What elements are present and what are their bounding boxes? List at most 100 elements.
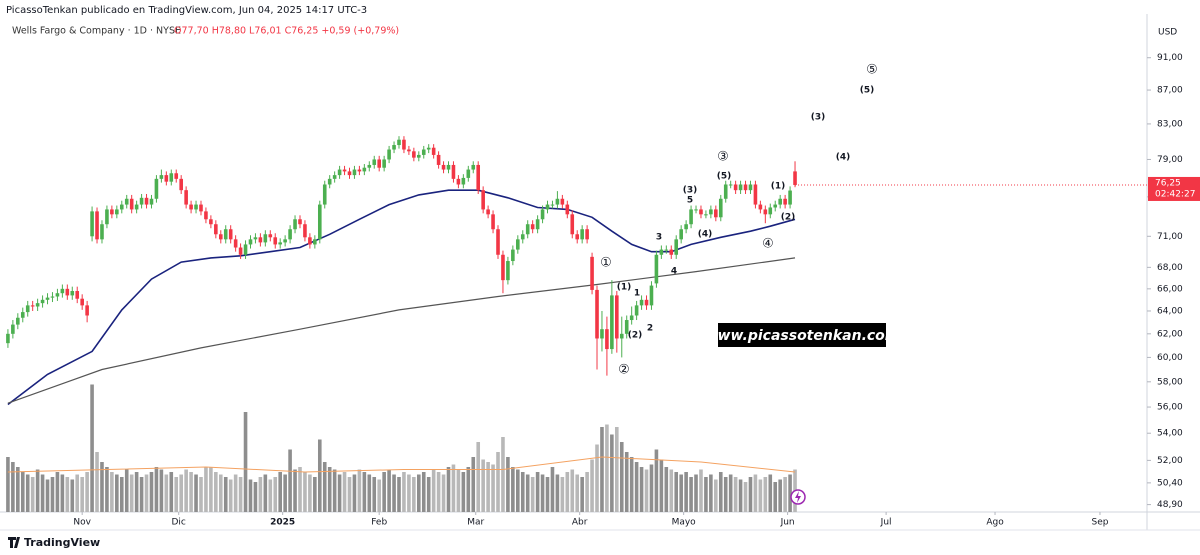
volume-bar (119, 477, 124, 512)
volume-bar (397, 477, 401, 512)
candle-body (80, 298, 84, 306)
candle-body (753, 184, 758, 205)
volume-bar (605, 424, 609, 512)
candle-body (421, 149, 426, 155)
y-tick-label: 60,00 (1157, 353, 1183, 363)
candle-body (644, 299, 649, 306)
volume-bar (25, 474, 30, 512)
volume-bar (40, 474, 45, 512)
candle-body (204, 211, 208, 220)
volume-bar (85, 472, 89, 512)
candle-body (426, 147, 431, 150)
candle-body (313, 239, 317, 245)
volume-bar (55, 472, 60, 512)
volume-bar (624, 452, 629, 512)
volume-bar (402, 472, 406, 512)
wave-label: (2) (781, 213, 796, 223)
candle-body (134, 204, 139, 210)
wave-label: (3) (683, 186, 698, 196)
volume-bar (540, 474, 545, 512)
y-tick-label: 64,00 (1157, 306, 1183, 316)
volume-bar (6, 457, 10, 512)
volume-bar (481, 459, 485, 512)
candle-body (402, 139, 406, 150)
y-tick-label: 62,00 (1157, 329, 1183, 339)
candle-body (748, 184, 753, 191)
volume-bar (585, 472, 589, 512)
volume-bar (233, 474, 238, 512)
candle-body (783, 198, 787, 205)
volume-bar (90, 384, 94, 512)
candle-body (466, 169, 471, 178)
candle-body (580, 229, 584, 240)
volume-bar (16, 467, 20, 512)
candle-body (436, 154, 441, 165)
ohlc: O77,70 H78,80 L76,01 C76,25 +0,59 (+0,79… (174, 26, 399, 37)
volume-bar (718, 472, 723, 512)
candle-body (471, 164, 476, 170)
candle-body (387, 149, 391, 160)
volume-bar (20, 472, 25, 512)
volume-bar (570, 469, 575, 512)
candle-body (174, 173, 179, 179)
volume-bar (590, 459, 594, 512)
volume-bar (743, 482, 748, 512)
candle-body (298, 219, 302, 225)
volume-bar (223, 477, 228, 512)
candle-body (778, 198, 782, 205)
volume-bar (535, 472, 540, 512)
volume-bar (124, 469, 129, 512)
wave-label: (4) (836, 153, 851, 163)
volume-bar (560, 477, 565, 512)
wave-label: 1 (634, 289, 640, 299)
candle-body (758, 204, 763, 210)
volume-bar (184, 469, 188, 512)
volume-bar (471, 457, 476, 512)
candle-body (570, 214, 575, 235)
candle-body (30, 305, 35, 307)
volume-bar (461, 472, 466, 512)
volume-bar (520, 472, 525, 512)
candle-body (288, 229, 292, 240)
volume-bar (293, 469, 297, 512)
candle-body (362, 167, 367, 172)
candle-body (55, 293, 60, 297)
candle-body (723, 184, 728, 199)
y-tick-label: 79,00 (1157, 155, 1183, 165)
candle-body (337, 169, 342, 176)
candle-body (238, 247, 243, 255)
candle-body (718, 198, 723, 218)
candle-body (417, 154, 421, 158)
candle-body (372, 159, 377, 165)
volume-bar (362, 472, 367, 512)
volume-bar (278, 472, 282, 512)
candle-body (540, 209, 545, 220)
volume-bar (248, 479, 253, 512)
candle-body (590, 256, 594, 290)
volume-bar (580, 477, 584, 512)
candle-body (659, 249, 664, 255)
volume-bar (441, 474, 446, 512)
candle-body (605, 329, 609, 350)
volume-bar (357, 469, 362, 512)
alert-icon[interactable] (790, 489, 806, 505)
volume-bar (322, 462, 327, 512)
volume-bar (159, 469, 164, 512)
volume-bar (674, 472, 679, 512)
volume-bar (412, 477, 416, 512)
volume-bar (451, 464, 456, 512)
volume-bar (669, 469, 674, 512)
volume-bar (115, 474, 119, 512)
volume-bar (129, 474, 134, 512)
candle-body (763, 209, 768, 215)
candle-body (461, 177, 466, 185)
volume-bar (714, 479, 718, 512)
volume-bar (407, 474, 411, 512)
y-tick-label: 50,40 (1157, 478, 1183, 488)
alert-bolt (795, 491, 801, 503)
candle-body (476, 164, 481, 191)
candle-body (793, 171, 797, 185)
volume-bar (268, 479, 273, 512)
y-tick-label: 68,00 (1157, 263, 1183, 273)
